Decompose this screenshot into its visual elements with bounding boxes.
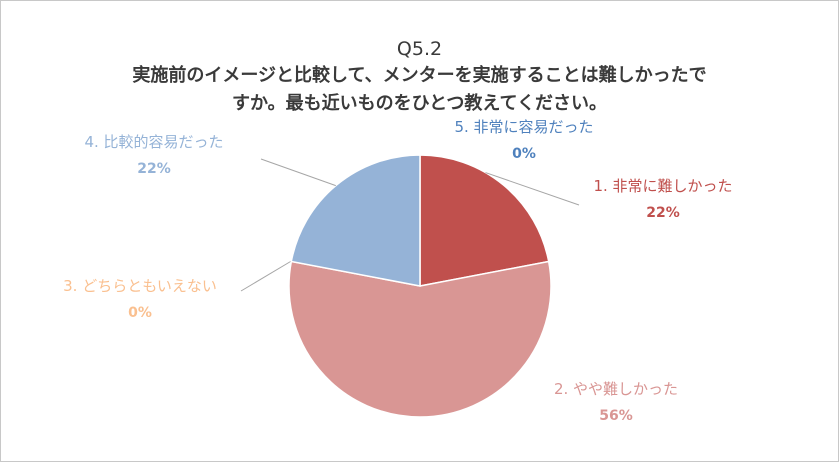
pie-slice-1: [419, 154, 550, 287]
slice-label-5: 5. 非常に容易だった: [454, 118, 593, 136]
slice-label-2: 2. やや難しかった: [554, 380, 678, 398]
question-text-line-2: すか。最も近いものをひとつ教えてください。: [232, 93, 607, 114]
question-number: Q5.2: [396, 38, 443, 60]
pie-slice-2: [288, 260, 552, 418]
slice-percent-4: 22%: [137, 161, 171, 177]
slice-percent-5: 0%: [512, 146, 536, 162]
slice-label-1: 1. 非常に難しかった: [593, 177, 732, 195]
slice-percent-1: 22%: [646, 205, 680, 221]
slice-percent-3: 0%: [128, 305, 152, 321]
pie-slice-4: [290, 154, 421, 287]
slice-percent-2: 56%: [599, 408, 633, 424]
chart-title: Q5.2 実施前のイメージと比較して、メンターを実施することは難しかったで すか…: [1, 37, 838, 117]
leader-line-3: [240, 260, 292, 292]
leader-line-1: [485, 172, 580, 206]
slice-label-3: 3. どちらともいえない: [63, 277, 217, 295]
leader-line-4: [260, 158, 336, 187]
question-text-line-1: 実施前のイメージと比較して、メンターを実施することは難しかったで: [132, 65, 707, 86]
slice-label-4: 4. 比較的容易だった: [84, 133, 223, 151]
